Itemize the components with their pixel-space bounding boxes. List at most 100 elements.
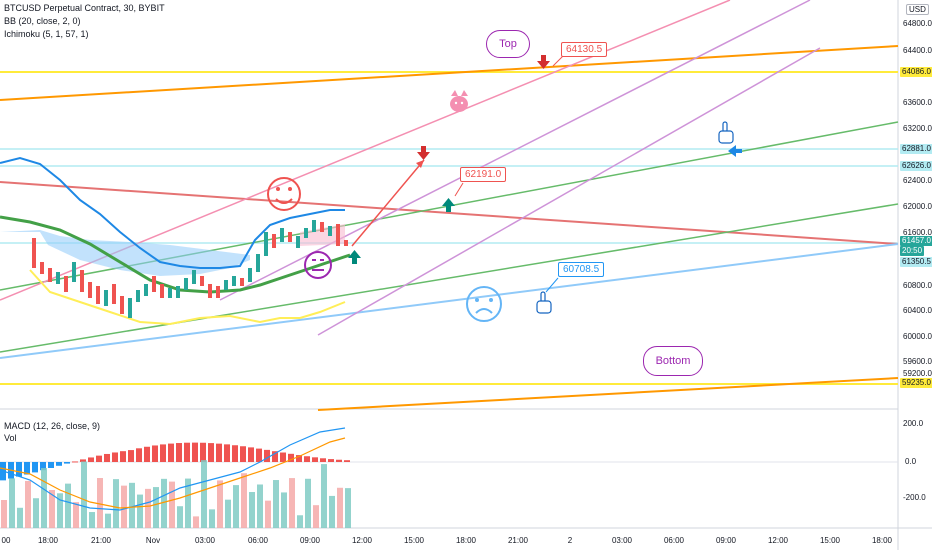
volume-bar (345, 488, 351, 528)
callout-leader (454, 182, 464, 197)
projection-arrowhead (416, 160, 424, 168)
time-label: Nov (145, 536, 161, 545)
candle (296, 236, 300, 248)
candle (120, 296, 124, 314)
volume-bar (1, 500, 7, 528)
indicator-ichimoku-label[interactable]: Ichimoku (5, 1, 57, 1) (4, 29, 89, 39)
macd-bar (80, 459, 86, 462)
price-badge-level[interactable]: 62881.0 (900, 144, 932, 154)
volume-label[interactable]: Vol (4, 433, 17, 443)
last-price-badge[interactable]: 61457.0 (900, 236, 932, 246)
trendline-orange-top[interactable] (0, 45, 899, 101)
candle (208, 284, 212, 298)
macd-bar (272, 451, 278, 462)
candlestick-series[interactable] (32, 220, 348, 318)
price-label: 60400.0 (903, 306, 932, 315)
volume-bar (225, 499, 231, 528)
top-bubble[interactable]: Top (486, 30, 530, 58)
macd-bar (344, 460, 350, 462)
macd-bar (280, 452, 286, 462)
volume-bar (321, 464, 327, 528)
macd-bar (112, 452, 118, 462)
macd-bar (136, 448, 142, 462)
candle (128, 298, 132, 318)
symbol-title[interactable]: BTCUSD Perpetual Contract, 30, BYBIT (4, 3, 165, 13)
volume-bar (33, 498, 39, 528)
macd-line[interactable] (0, 427, 346, 511)
time-label: 12:00 (767, 536, 789, 545)
candle (280, 228, 284, 242)
time-label: 06:00 (247, 536, 269, 545)
macd-bar (184, 442, 190, 462)
price-callout[interactable]: 60708.5 (558, 262, 605, 277)
channel-violet-lower[interactable] (317, 47, 821, 336)
trendline-red[interactable] (0, 181, 899, 245)
channel-violet-upper[interactable] (219, 0, 811, 301)
signal-line[interactable] (0, 437, 346, 509)
candle (256, 254, 260, 272)
candle (136, 290, 140, 302)
macd-bar (32, 462, 38, 473)
volume-bar (297, 515, 303, 528)
callout-leader (545, 277, 559, 293)
arrow-down-icon (537, 55, 550, 69)
projection-arrow[interactable] (351, 159, 425, 247)
candle (104, 290, 108, 306)
bottom-bubble[interactable]: Bottom (643, 346, 703, 376)
macd-bar (88, 457, 94, 462)
candle (320, 222, 324, 232)
price-badge-level[interactable]: 62626.0 (900, 161, 932, 171)
time-label: 12:00 (351, 536, 373, 545)
macd-bar (240, 446, 246, 462)
arrow-up-icon (442, 198, 455, 212)
volume-bar (265, 500, 271, 528)
volume-bar (65, 483, 71, 528)
price-label: 63600.0 (903, 98, 932, 107)
volume-bar (25, 480, 31, 528)
macd-bar (128, 450, 134, 462)
currency-button[interactable]: USD (906, 4, 929, 15)
volume-bar (201, 460, 207, 528)
volume-bar (121, 485, 127, 528)
macd-bar (336, 459, 342, 462)
bollinger-line[interactable] (0, 156, 345, 269)
price-badge-level[interactable]: 61350.5 (900, 257, 932, 267)
lagging-span-line[interactable] (29, 269, 346, 326)
price-callout[interactable]: 62191.0 (460, 167, 507, 182)
macd-bar (232, 445, 238, 462)
trendline-green-lower[interactable] (0, 203, 899, 353)
trendline-orange-bottom[interactable] (317, 377, 899, 411)
price-badge-level[interactable]: 59235.0 (900, 378, 932, 388)
candle (336, 224, 340, 246)
time-label: 2 (567, 536, 573, 545)
candle (248, 268, 252, 282)
macd-bar (56, 462, 62, 466)
candle (240, 278, 244, 286)
trendline-blue[interactable] (0, 243, 899, 359)
indicator-bb-label[interactable]: BB (20, close, 2, 0) (4, 16, 81, 26)
volume-bar (41, 468, 47, 528)
macd-title[interactable]: MACD (12, 26, close, 9) (4, 421, 101, 431)
sad-face-icon (466, 286, 502, 322)
time-label: 18:00 (455, 536, 477, 545)
time-label: 18:00 (37, 536, 59, 545)
candle (192, 270, 196, 284)
time-label: 09:00 (715, 536, 737, 545)
macd-histogram[interactable] (0, 442, 350, 481)
volume-bar (169, 481, 175, 528)
time-label: 00 (1, 536, 11, 545)
macd-bar (176, 443, 182, 462)
candle (176, 286, 180, 298)
candle (72, 262, 76, 282)
volume-bar (129, 482, 135, 528)
price-badge-level[interactable]: 64086.0 (900, 67, 932, 77)
price-callout[interactable]: 64130.5 (561, 42, 608, 57)
price-label: 63200.0 (903, 124, 932, 133)
macd-bar (120, 451, 126, 462)
volume-bar (97, 478, 103, 528)
macd-bar (152, 445, 158, 462)
macd-axis-label: 200.0 (903, 419, 924, 428)
volume-bars[interactable] (1, 460, 351, 528)
candle (328, 226, 332, 236)
